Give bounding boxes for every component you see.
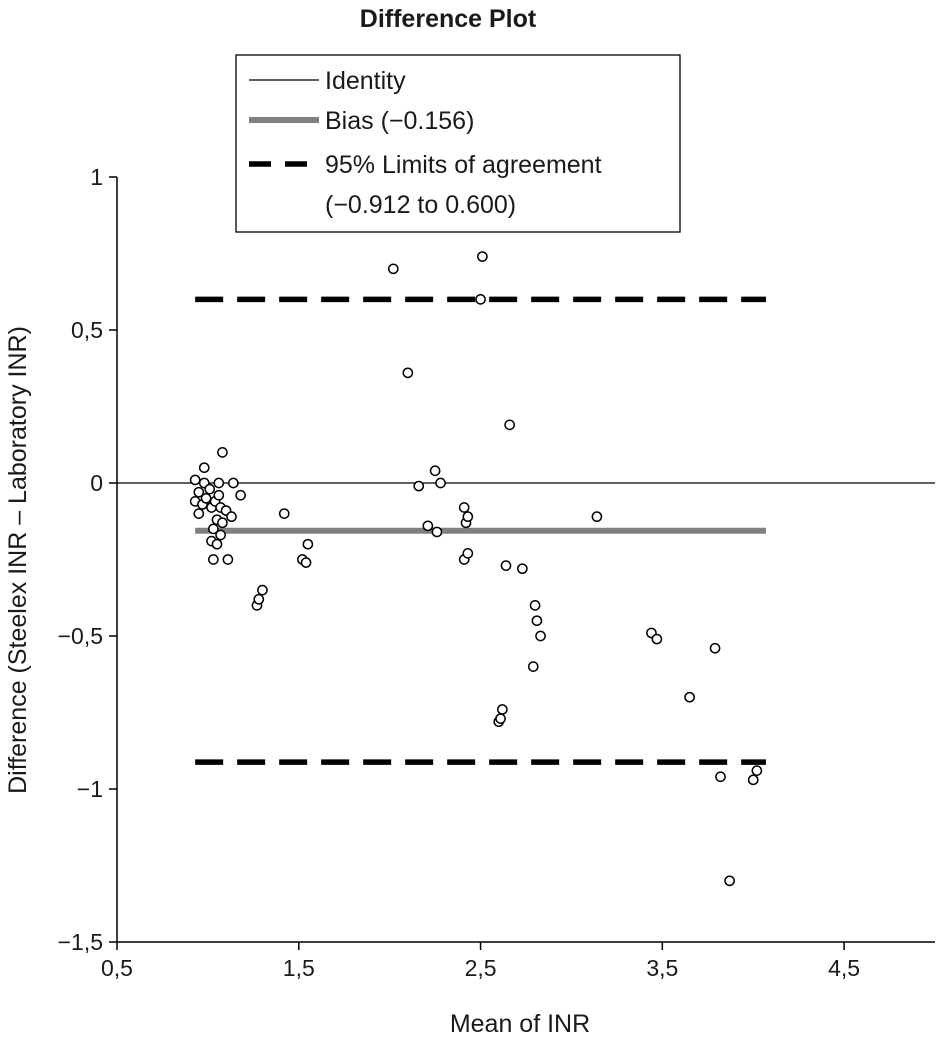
- plot-area: [117, 251, 935, 887]
- data-point: [495, 713, 506, 724]
- data-point: [529, 600, 541, 611]
- data-point: [715, 771, 726, 783]
- data-point: [684, 691, 695, 703]
- x-tick-label: 2,5: [465, 955, 497, 981]
- data-point: [213, 477, 225, 489]
- data-point: [591, 511, 603, 523]
- data-point: [222, 554, 234, 565]
- data-point: [213, 489, 225, 501]
- y-tick-label: 0,5: [71, 317, 103, 343]
- y-axis-label: Difference (Steelex INR – Laboratory INR…: [4, 326, 32, 794]
- legend-identity-label: Identity: [325, 67, 406, 95]
- x-ticks: 0,5 1,5 2,5 3,5 4,5: [101, 942, 860, 981]
- data-point: [211, 538, 223, 550]
- data-point: [198, 462, 210, 474]
- legend-box: [235, 54, 681, 233]
- axes: 1 0,5 0 −0,5 −1 −1,5 0,5 1,5 2,5 3,5 4,5: [58, 164, 935, 981]
- data-point: [458, 502, 470, 513]
- data-point: [431, 526, 443, 538]
- data-point: [235, 489, 246, 501]
- data-point: [422, 520, 434, 532]
- data-points: [189, 251, 763, 887]
- data-point: [193, 508, 205, 519]
- data-point: [207, 554, 219, 565]
- data-point: [227, 477, 239, 489]
- y-tick-label: 1: [90, 164, 103, 190]
- data-point: [215, 529, 226, 541]
- data-point: [429, 465, 441, 477]
- y-tick-label: −0,5: [58, 623, 103, 649]
- data-point: [387, 263, 399, 275]
- y-tick-label: 0: [90, 470, 103, 496]
- x-tick-label: 4,5: [828, 955, 860, 981]
- legend-loa-range: (−0.912 to 0.600): [325, 191, 516, 219]
- data-point: [435, 477, 446, 489]
- data-point: [207, 523, 219, 535]
- chart-title: Difference Plot: [360, 5, 537, 33]
- x-tick-label: 3,5: [646, 955, 678, 981]
- data-point: [257, 584, 268, 596]
- data-point: [497, 704, 508, 715]
- data-point: [204, 483, 216, 495]
- data-point: [724, 875, 735, 887]
- data-point: [217, 447, 228, 458]
- data-point: [462, 548, 474, 559]
- data-point: [226, 511, 237, 523]
- data-point: [477, 251, 488, 262]
- y-tick-label: −1,5: [58, 929, 103, 955]
- legend: Identity Bias (−0.156) 95% Limits of agr…: [235, 54, 681, 233]
- data-point: [500, 560, 512, 571]
- data-point: [300, 557, 312, 568]
- data-point: [531, 615, 543, 627]
- data-point: [413, 480, 425, 492]
- x-axis-label: Mean of INR: [450, 1010, 590, 1038]
- y-ticks: 1 0,5 0 −0,5 −1 −1,5: [58, 164, 117, 955]
- data-point: [517, 563, 528, 575]
- data-point: [278, 508, 290, 519]
- data-point: [747, 774, 759, 786]
- data-point: [751, 765, 763, 776]
- data-point: [253, 593, 265, 605]
- x-tick-label: 0,5: [101, 955, 133, 981]
- data-point: [200, 492, 212, 504]
- data-point: [462, 511, 474, 523]
- data-point: [217, 517, 228, 529]
- data-point: [475, 294, 486, 305]
- data-point: [504, 419, 515, 431]
- legend-bias-label: Bias (−0.156): [325, 107, 474, 135]
- x-tick-label: 1,5: [283, 955, 315, 981]
- data-point: [193, 486, 205, 498]
- data-point: [709, 642, 721, 654]
- y-tick-label: −1: [77, 776, 103, 802]
- data-point: [402, 367, 414, 379]
- data-point: [302, 538, 314, 550]
- data-point: [535, 630, 546, 642]
- data-point: [189, 474, 201, 486]
- data-point: [527, 661, 539, 672]
- reference-lines: [117, 296, 935, 765]
- legend-loa-label: 95% Limits of agreement: [325, 151, 602, 179]
- data-point: [651, 633, 663, 645]
